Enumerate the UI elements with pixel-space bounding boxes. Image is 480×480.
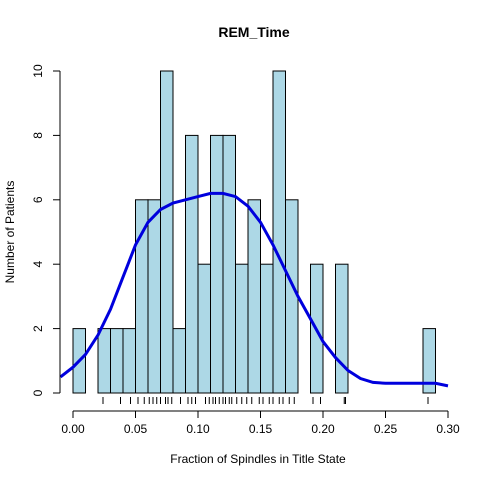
- histogram-bar: [247, 199, 261, 394]
- x-tick-label: 0.00: [61, 422, 85, 436]
- x-tick-label: 0.25: [374, 422, 398, 436]
- x-tick-label: 0.05: [124, 422, 148, 436]
- y-tick-label: 8: [31, 132, 45, 139]
- histogram-bar: [185, 134, 199, 394]
- histogram-bar: [210, 134, 224, 394]
- x-tick-label: 0.15: [249, 422, 273, 436]
- histogram-bar: [122, 328, 136, 394]
- histogram-bar: [172, 328, 186, 394]
- y-tick-label: 4: [31, 261, 45, 268]
- histogram-bar: [110, 328, 124, 394]
- histogram-bar: [160, 70, 174, 394]
- histogram-bar: [422, 328, 436, 394]
- density-curve: [59, 191, 449, 388]
- y-axis-label: Number of Patients: [3, 181, 17, 284]
- y-axis: 0 2 4 6 8 10: [31, 64, 61, 396]
- x-tick-label: 0.20: [311, 422, 335, 436]
- histogram-bar: [147, 199, 161, 394]
- y-tick-label: 10: [31, 64, 45, 78]
- histogram-bar: [335, 263, 349, 394]
- histogram-bar: [97, 328, 111, 394]
- histogram-bar: [272, 70, 286, 394]
- y-tick-label: 0: [31, 389, 45, 396]
- y-tick-label: 2: [31, 325, 45, 332]
- histogram-bar: [235, 263, 249, 394]
- rug-group: [102, 397, 429, 404]
- x-axis: 0.00 0.05 0.10 0.15 0.20 0.25 0.30: [61, 410, 460, 436]
- y-tick-label: 6: [31, 196, 45, 203]
- bars-group: [72, 70, 436, 394]
- histogram-bar: [197, 263, 211, 394]
- histogram-bar: [260, 263, 274, 394]
- x-tick-label: 0.10: [186, 422, 210, 436]
- histogram-bar: [285, 199, 299, 394]
- x-axis-label: Fraction of Spindles in Title State: [170, 452, 346, 466]
- chart-title: REM_Time: [218, 24, 290, 40]
- x-tick-label: 0.30: [436, 422, 460, 436]
- histogram-bar: [222, 134, 236, 394]
